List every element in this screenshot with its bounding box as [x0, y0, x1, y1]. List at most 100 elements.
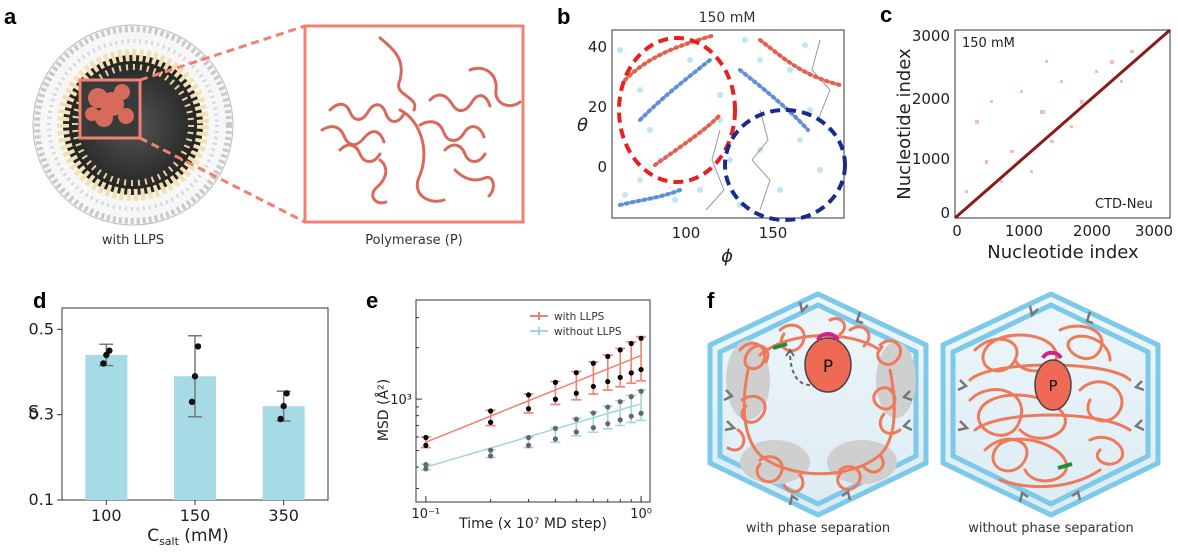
panel-letter-a: a	[4, 4, 17, 29]
e-data-point	[488, 408, 494, 414]
schematic-with-phase-separation: P	[707, 291, 929, 518]
e-fit-line-without-llps	[425, 402, 642, 468]
e-data-point	[617, 374, 623, 380]
panel-f: f P with phase separa	[707, 288, 1161, 536]
e-data-point	[525, 392, 532, 398]
d-ytick-label: 0.3	[29, 405, 54, 424]
e-data-point	[488, 453, 494, 459]
contact-diagonal	[954, 28, 1171, 220]
e-data-point	[590, 425, 596, 431]
panel-letter-c: c	[880, 2, 892, 27]
contact-map-cells	[965, 50, 1134, 193]
panel-letter-b: b	[557, 4, 570, 29]
d-data-point	[191, 373, 199, 380]
bar-chart-d: 0.1 0.3 0.5 100 150 350	[29, 307, 329, 525]
d-data-point	[100, 360, 107, 367]
b-xtick-150: 150	[759, 224, 788, 242]
d-xtick-label: 150	[180, 506, 211, 525]
c-xtick-2000: 2000	[1073, 222, 1111, 240]
e-xtick-label: 10⁰	[630, 507, 652, 522]
e-fit-line-with-llps	[425, 354, 642, 443]
c-corner-label: CTD-Neu	[1095, 197, 1153, 212]
e-data-point	[617, 347, 623, 353]
panel-letter-f: f	[707, 288, 715, 313]
e-data-point	[605, 421, 611, 427]
e-data-point	[628, 340, 634, 347]
red-dashed-region	[617, 36, 737, 184]
p-label-right: P	[1048, 377, 1057, 395]
c-ytick-3000: 3000	[912, 27, 950, 45]
caption-with-llps: with LLPS	[102, 233, 164, 248]
virus-particle-image	[32, 24, 234, 226]
d-data-point	[194, 343, 202, 350]
c-ylabel: Nucleotide index	[894, 48, 915, 200]
panel-letter-d: d	[33, 288, 46, 313]
e-data-point	[590, 383, 596, 390]
c-ytick-2000: 2000	[912, 90, 950, 108]
e-xlabel: Time (x 10⁷ MD step)	[458, 516, 607, 532]
panel-c: c 150 mM CTD-Neu 3000 2000 1000 0 0 1000…	[880, 2, 1173, 263]
e-data-point	[605, 378, 611, 385]
e-data-point	[552, 379, 559, 385]
e-data-point	[423, 434, 429, 441]
c-xlabel: Nucleotide index	[987, 242, 1139, 263]
e-data-point	[605, 404, 611, 410]
b-ylabel: θ	[577, 115, 588, 136]
e-data-point	[552, 425, 559, 431]
panel-b: b 150 mM 40 20 0	[557, 4, 847, 267]
e-data-point	[628, 394, 634, 400]
e-data-point	[638, 335, 644, 341]
b-ytick-20: 20	[588, 98, 607, 116]
e-data-point	[638, 410, 644, 416]
d-data-point	[283, 390, 290, 397]
e-data-point	[573, 370, 579, 376]
d-bar	[85, 354, 128, 500]
e-data-point	[573, 416, 579, 422]
e-data-point	[617, 399, 623, 405]
caption-with-phase-separation: with phase separation	[746, 521, 890, 536]
panel-a: a	[4, 4, 525, 248]
caption-without-phase-separation: without phase separation	[968, 521, 1134, 536]
e-data-point	[525, 434, 532, 441]
panel-d: d 0.1 0.3 0.5 100 150 350 S Csalt (mM)	[28, 288, 329, 548]
b-ytick-0: 0	[597, 158, 607, 176]
e-data-point	[552, 436, 559, 442]
e-data-point	[638, 366, 644, 373]
c-xtick-1000: 1000	[1005, 222, 1043, 240]
plot-b-frame	[611, 29, 845, 219]
e-data-point	[573, 429, 579, 435]
e-data-point	[590, 360, 596, 366]
e-data-point	[423, 466, 429, 472]
e-data-point	[525, 442, 532, 448]
e-data-point	[488, 447, 494, 453]
polymerase-zoom-box	[303, 24, 525, 224]
e-data-point	[525, 406, 532, 412]
d-xlabel: Csalt (mM)	[147, 526, 229, 548]
caption-polymerase: Polymerase (P)	[365, 233, 463, 248]
msd-chart-e: 10⁻¹ 10⁰ 10³ with LLPS without LLPS	[390, 299, 652, 522]
e-legend-label: without LLPS	[554, 326, 622, 338]
c-xtick-3000: 3000	[1135, 222, 1173, 240]
d-data-point	[277, 415, 284, 423]
e-data-point	[638, 388, 644, 394]
d-ytick-label: 0.5	[29, 319, 54, 338]
e-data-point	[617, 417, 623, 423]
e-data-point	[590, 410, 596, 416]
blue-dashed-region	[723, 108, 847, 222]
d-xtick-label: 350	[268, 506, 299, 525]
e-xtick-label: 10⁻¹	[412, 507, 441, 522]
c-ytick-1000: 1000	[912, 150, 950, 168]
e-data-point	[605, 353, 611, 360]
polymerase-cluster	[85, 84, 134, 127]
d-data-point	[106, 347, 113, 354]
b-ytick-40: 40	[588, 38, 607, 56]
e-legend-label: with LLPS	[554, 311, 605, 323]
trajectory-red-blue	[618, 33, 842, 207]
d-ylabel: S	[28, 402, 39, 423]
d-xtick-label: 100	[91, 506, 122, 525]
b-xtick-100: 100	[672, 224, 701, 242]
c-xtick-0: 0	[952, 222, 962, 240]
c-ytick-0: 0	[940, 204, 950, 222]
e-axes-frame	[415, 299, 651, 503]
